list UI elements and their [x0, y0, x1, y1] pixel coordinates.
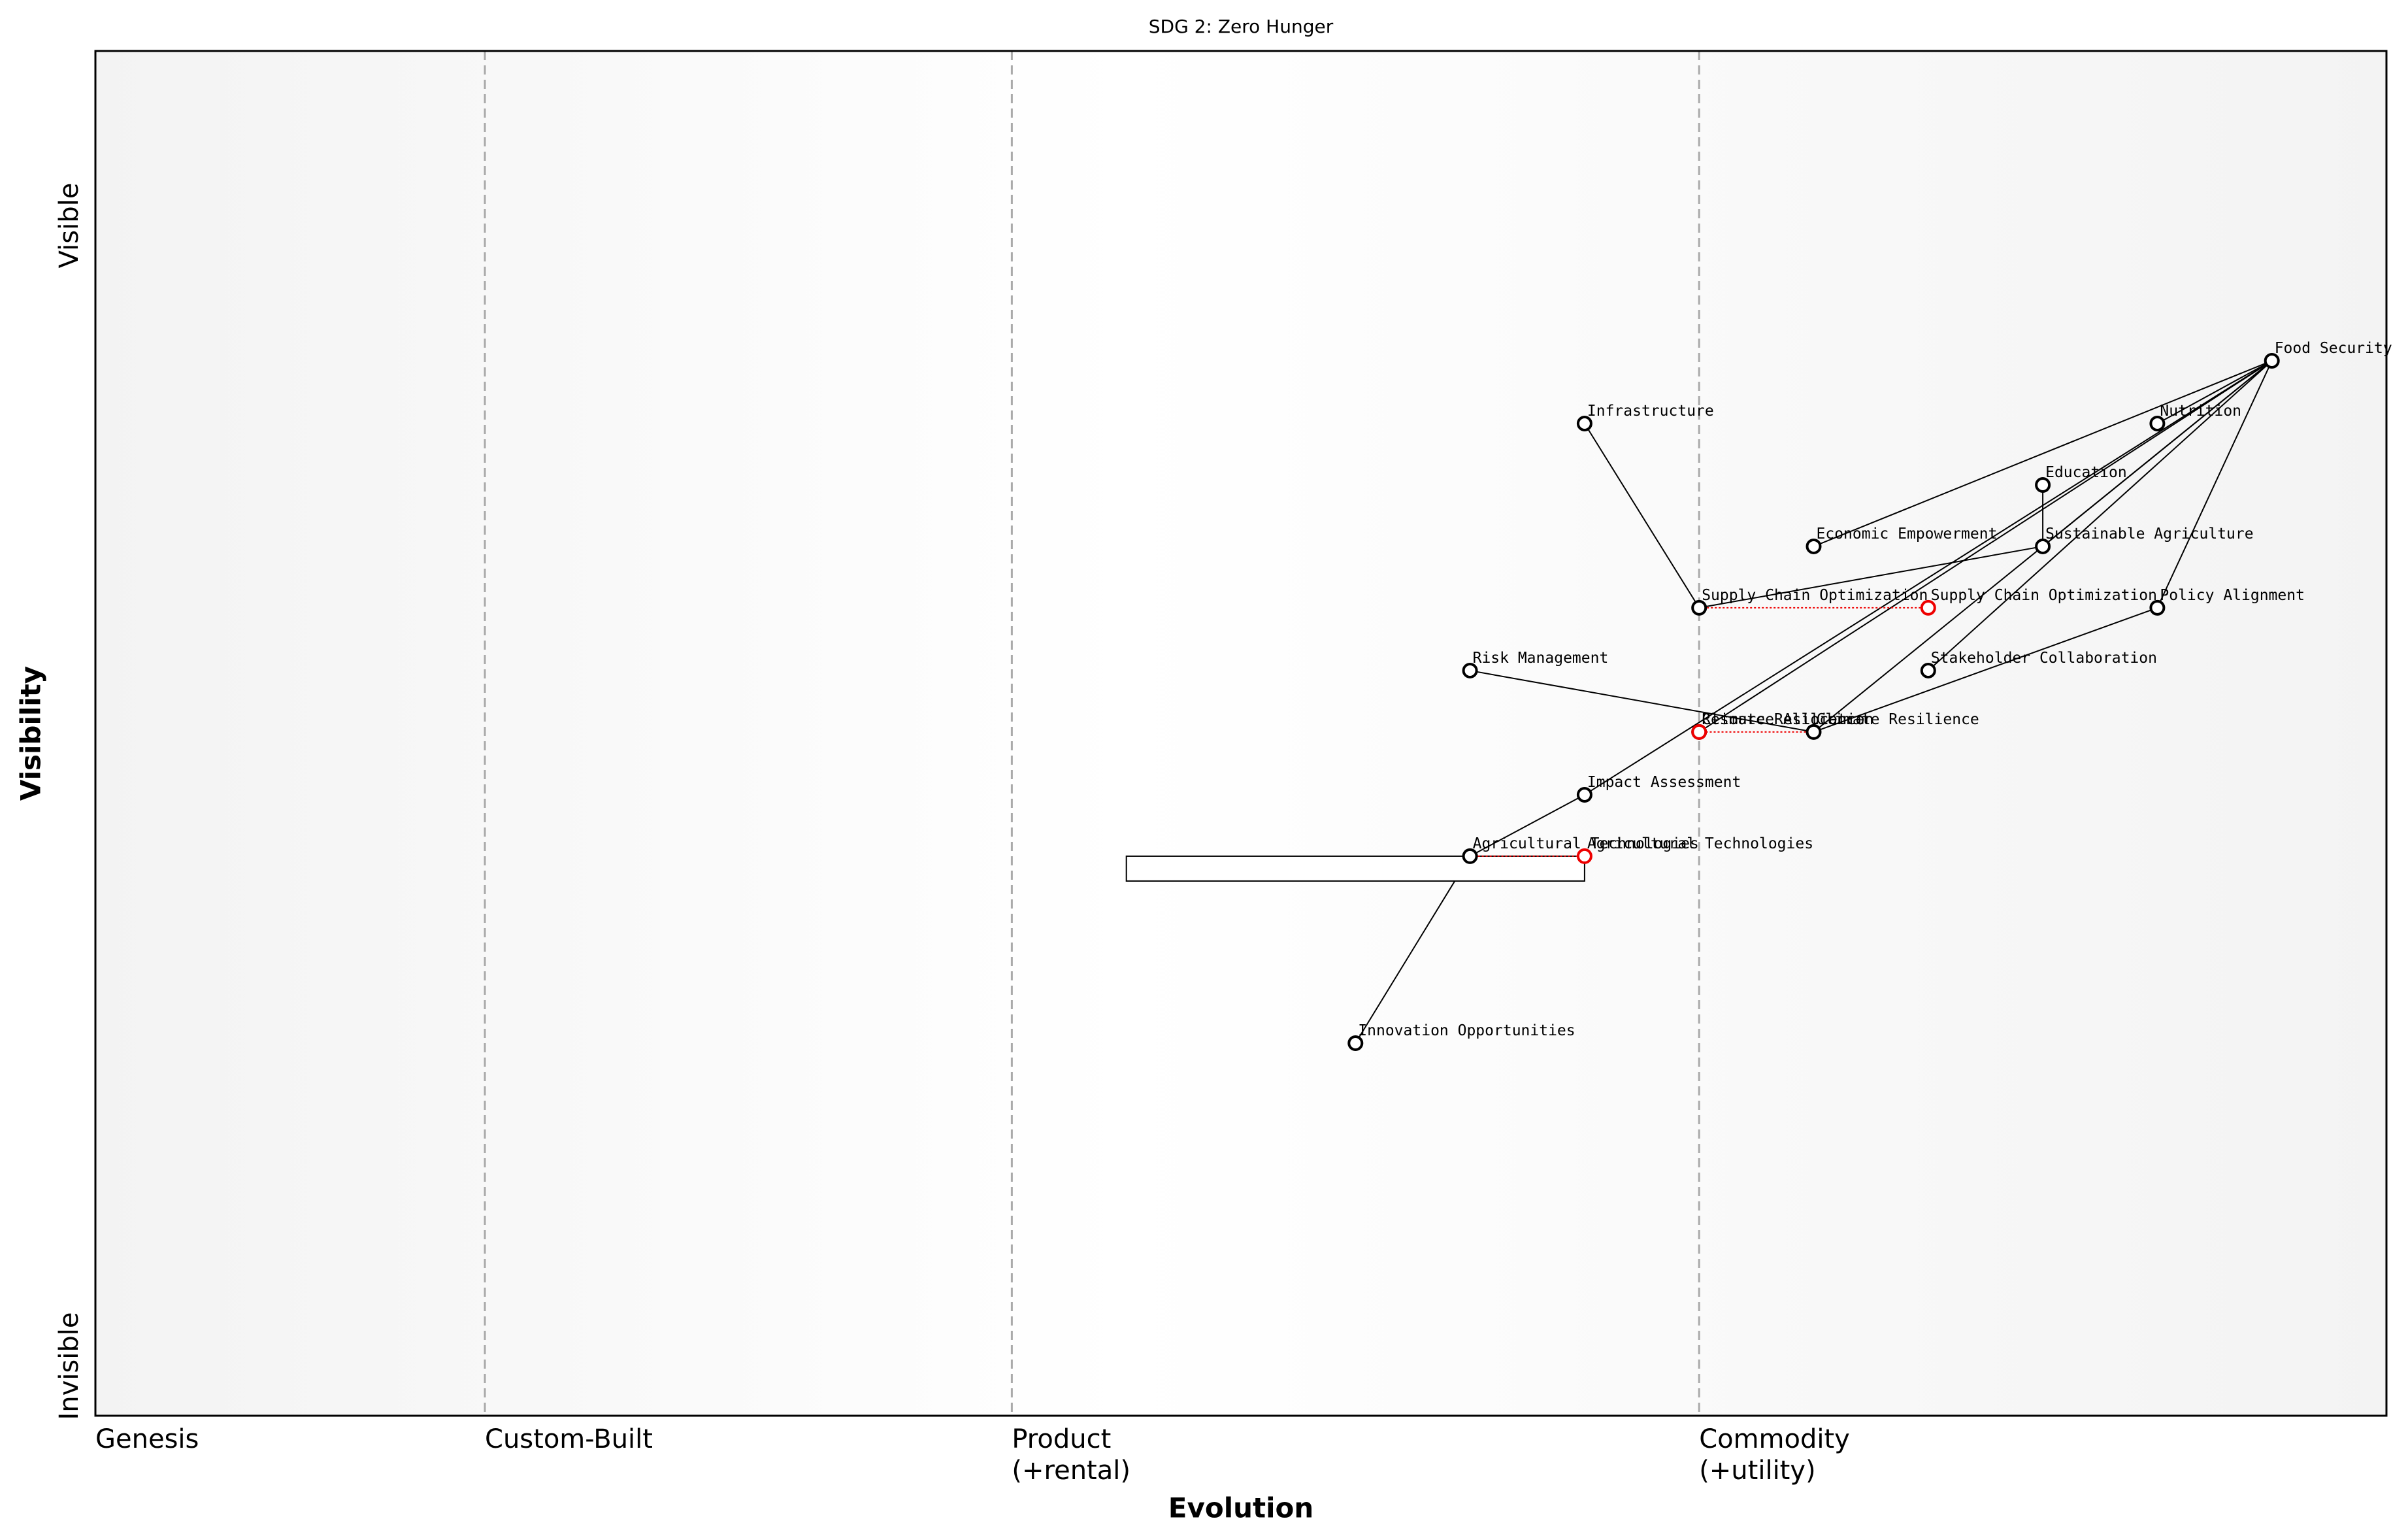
x-axis-title: Evolution [1168, 1492, 1313, 1524]
component-label: Education [2045, 464, 2127, 481]
link [1813, 360, 2273, 547]
link [1470, 794, 1585, 857]
component-node [2035, 538, 2051, 554]
stage-label: (+rental) [1012, 1456, 1130, 1486]
component-label: Policy Alignment [2160, 587, 2305, 604]
component-label: Sustainable Agriculture [2045, 526, 2254, 543]
evolved-label: Climate Resilience [1702, 711, 1864, 728]
stage-label: Commodity [1699, 1424, 1850, 1454]
stage-label: Custom-Built [485, 1424, 653, 1454]
component-node [2149, 416, 2166, 432]
component-node [1806, 724, 1822, 740]
component-label: Supply Chain Optimization [1702, 587, 1928, 604]
component-node [1806, 538, 1822, 554]
component-node [2149, 599, 2166, 616]
evolved-label: Supply Chain Optimization [1931, 587, 2157, 604]
component-node [1462, 848, 1478, 864]
component-label: Innovation Opportunities [1358, 1022, 1575, 1039]
link [2156, 360, 2273, 609]
plot-frame [94, 50, 2388, 1417]
link [1928, 360, 2273, 671]
component-node [2264, 352, 2280, 369]
component-label: Impact Assessment [1587, 774, 1741, 791]
component-node [1576, 786, 1592, 803]
link [1699, 545, 2043, 609]
stage-label: (+utility) [1699, 1456, 1815, 1486]
y-bottom-label: Invisible [54, 1312, 84, 1420]
component-label: Risk Management [1473, 650, 1609, 667]
y-axis-title: Visibility [15, 666, 47, 801]
link [1584, 360, 2273, 795]
link [1813, 607, 2158, 733]
stage-label: Genesis [95, 1424, 199, 1454]
component-node [1920, 662, 1936, 678]
component-node [1691, 599, 1707, 616]
component-node [1576, 416, 1592, 432]
link [1584, 423, 1700, 609]
component-label: Infrastructure [1587, 403, 1714, 420]
plot-background [95, 51, 2386, 1416]
component-label: Food Security [2275, 340, 2392, 357]
link [2156, 360, 2273, 424]
evolved-node [1691, 724, 1707, 740]
link [1698, 360, 2273, 733]
link [1355, 856, 1471, 1044]
component-node [1462, 662, 1478, 678]
evolved-node [1920, 599, 1936, 616]
stage-label: Product [1012, 1424, 1111, 1454]
evolved-node [1576, 848, 1592, 864]
chart-title: SDG 2: Zero Hunger [1149, 16, 1334, 37]
component-label: Economic Empowerment [1817, 526, 1998, 543]
component-node [2035, 476, 2051, 493]
evolved-label: Agricultural Technologies [1587, 835, 1813, 852]
pipeline [1125, 855, 1585, 882]
component-label: Nutrition [2160, 403, 2241, 420]
component-label: Resource Allocation [1702, 711, 1873, 728]
link [1470, 669, 1814, 733]
component-node [1347, 1035, 1364, 1051]
y-top-label: Visible [54, 183, 84, 269]
component-label: Climate Resilience [1817, 711, 1979, 728]
component-label: Stakeholder Collaboration [1931, 650, 2157, 667]
